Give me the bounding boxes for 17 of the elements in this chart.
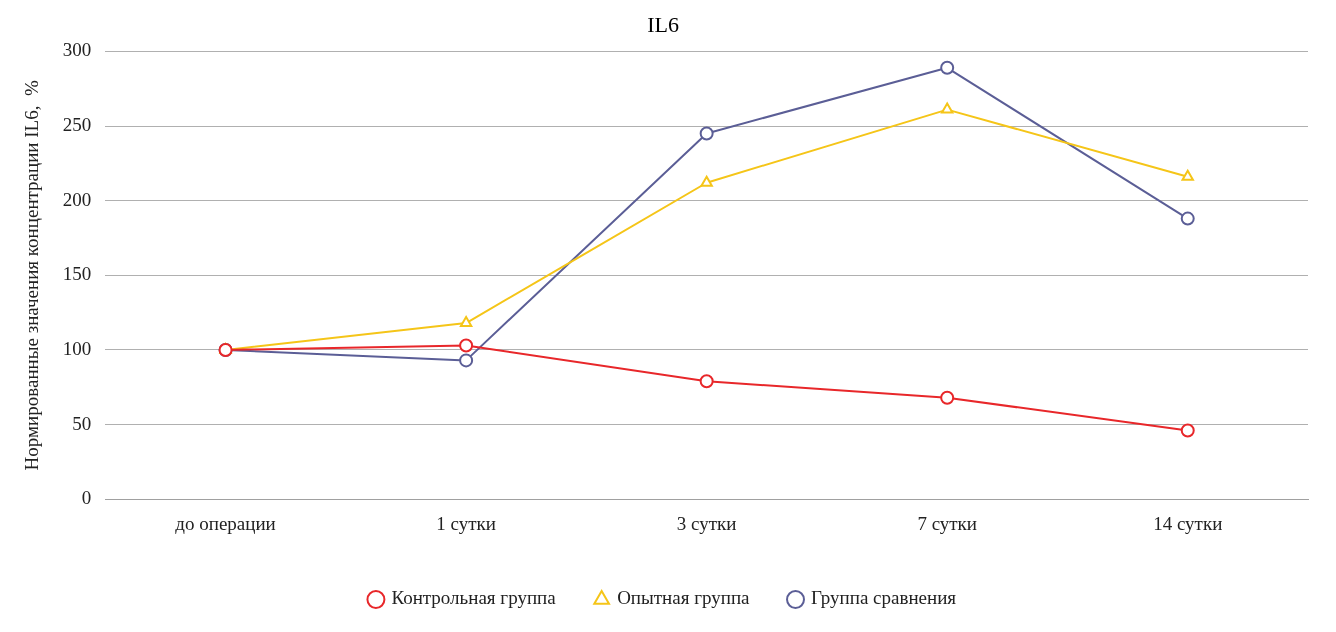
- chart-title: IL6: [647, 11, 679, 37]
- legend-label: Опытная группа: [617, 587, 751, 609]
- x-tick-label: 3 сутки: [676, 512, 737, 534]
- y-axis-title: Нормированные значения концентрации IL6, %: [21, 80, 43, 471]
- y-tick-label: 200: [62, 188, 92, 210]
- legend-label: Контрольная группа: [391, 587, 557, 609]
- x-tick-label: 1 сутки: [436, 512, 496, 534]
- y-tick-label: 100: [62, 337, 92, 359]
- y-tick-label: 300: [62, 39, 92, 61]
- x-tick-label: 14 сутки: [1153, 512, 1223, 534]
- y-tick-label: 0: [81, 487, 92, 509]
- x-tick-label: 7 сутки: [917, 512, 978, 534]
- y-tick-label: 150: [62, 263, 92, 285]
- y-tick-label: 50: [72, 412, 92, 434]
- legend-label: Группа сравнения: [811, 587, 957, 609]
- y-tick-label: 250: [62, 114, 92, 136]
- x-tick-label: до операции: [175, 512, 276, 534]
